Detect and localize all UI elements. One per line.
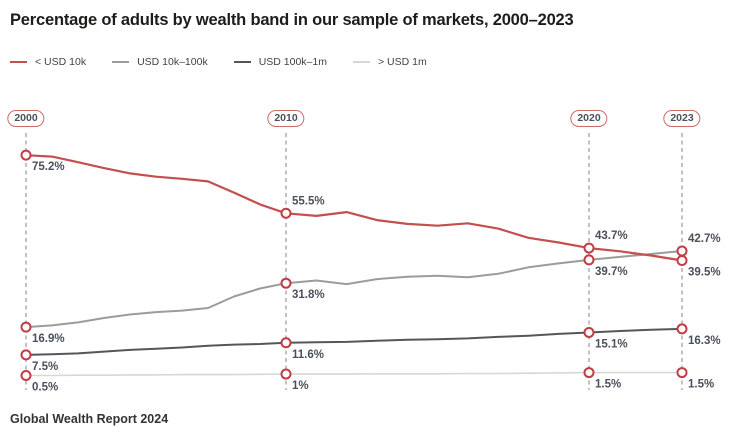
value-label: 15.1% [595,338,628,350]
data-point-marker [20,370,32,382]
data-point-marker [676,367,688,379]
data-point-marker [583,367,595,379]
year-pill-2010: 2010 [267,110,305,127]
value-label: 7.5% [32,361,58,373]
value-label: 39.5% [688,266,721,278]
data-point-marker [280,277,292,289]
chart-title: Percentage of adults by wealth band in o… [10,11,574,29]
value-label: 1.5% [688,379,714,391]
value-label: 39.7% [595,266,628,278]
legend-item: > USD 1m [352,56,427,68]
legend-label: USD 10k–100k [137,56,208,68]
series-line--usd-10k [24,154,684,262]
series-line--usd-1m [25,371,683,377]
value-label: 0.5% [32,382,58,394]
value-label: 16.3% [688,335,721,347]
year-pill-2023: 2023 [663,110,701,127]
data-point-marker [20,321,32,333]
year-pill-2000: 2000 [7,110,45,127]
value-label: 75.2% [32,161,65,173]
series-line-usd-100k-1m [25,327,683,356]
data-point-marker [583,254,595,266]
series-line-usd-10k-100k [25,250,683,329]
legend-swatch [10,61,27,63]
data-point-marker [676,254,688,266]
data-point-marker [583,326,595,338]
legend-item: USD 100k–1m [233,56,327,68]
data-point-marker [676,323,688,335]
source-label: Global Wealth Report 2024 [10,412,169,426]
legend-item: < USD 10k [10,56,86,68]
year-pill-2020: 2020 [570,110,608,127]
value-label: 1.5% [595,379,621,391]
value-label: 43.7% [595,230,628,242]
data-point-marker [280,207,292,219]
data-point-marker [280,337,292,349]
legend-swatch [233,61,251,63]
legend-swatch [112,61,130,63]
value-label: 1% [292,380,309,392]
value-label: 42.7% [688,233,721,245]
value-label: 55.5% [292,195,325,207]
data-point-marker [20,149,32,161]
value-label: 11.6% [292,349,324,361]
data-point-marker [676,245,688,257]
value-label: 16.9% [32,333,65,345]
legend-label: USD 100k–1m [258,56,327,68]
data-point-marker [280,368,292,380]
data-point-marker [20,349,32,361]
value-label: 31.8% [292,289,325,301]
legend-label: > USD 1m [377,56,427,68]
legend-swatch [352,61,370,63]
legend-label: < USD 10k [35,56,87,68]
chart-legend: < USD 10k USD 10k–100k USD 100k–1m > USD 1m [10,56,453,68]
legend-item: USD 10k–100k [112,56,208,68]
data-point-marker [583,242,595,254]
